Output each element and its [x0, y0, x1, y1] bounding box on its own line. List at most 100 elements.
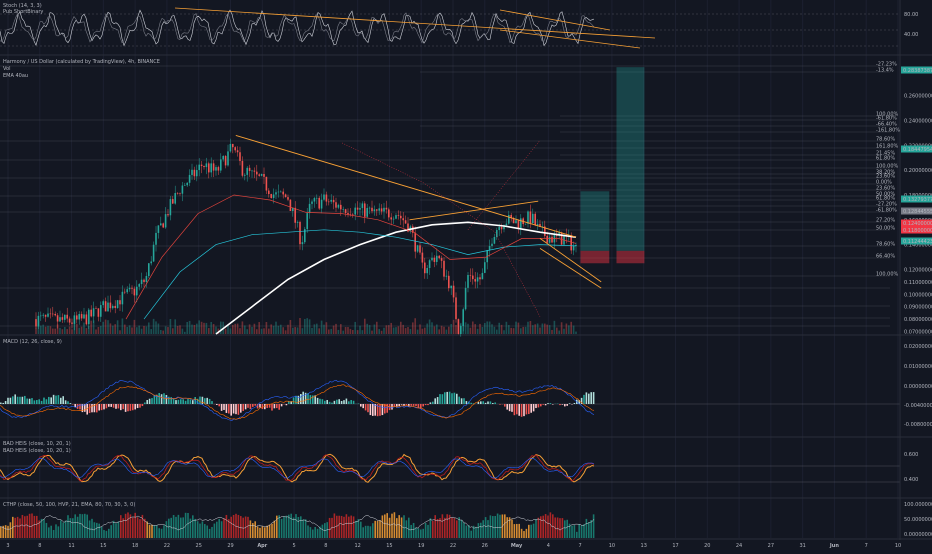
candle-body: [81, 314, 83, 318]
macd-histogram-bar: [418, 404, 420, 408]
cthp-bar: [216, 522, 218, 538]
macd-histogram-bar: [454, 393, 456, 404]
volume-bar: [388, 325, 390, 334]
candle-body: [174, 193, 176, 204]
cthp-bar: [34, 516, 36, 538]
cthp-bar: [252, 523, 254, 538]
candle-body: [215, 167, 217, 170]
volume-bar: [198, 320, 200, 334]
candle-body: [465, 288, 467, 309]
macd-histogram-bar: [154, 395, 156, 404]
macd-histogram-bar: [583, 395, 585, 404]
macd-histogram-bar: [62, 396, 64, 404]
macd-histogram-bar: [370, 404, 372, 415]
macd-histogram-bar: [91, 404, 93, 412]
macd-histogram-bar: [331, 403, 333, 404]
candle-body: [422, 253, 424, 263]
cthp-bar: [65, 521, 67, 538]
macd-histogram-bar: [478, 402, 480, 404]
macd-histogram-bar: [341, 401, 343, 404]
candle-body: [467, 275, 469, 288]
candle-body: [90, 310, 92, 317]
volume-bar: [374, 325, 376, 334]
volume-bar: [297, 327, 299, 334]
macd-histogram-bar: [218, 404, 220, 406]
cthp-bar: [274, 521, 276, 538]
cthp-bar: [588, 522, 590, 538]
cthp-bar: [10, 522, 12, 538]
candle-body: [446, 276, 448, 277]
time-axis-label: 15: [100, 543, 106, 549]
cthp-bar: [278, 515, 280, 538]
volume-bar: [438, 329, 440, 334]
cthp-bar: [58, 526, 60, 538]
cthp-bar: [14, 518, 16, 538]
volume-bar: [237, 324, 239, 334]
candle-body: [208, 163, 210, 172]
fib-level-label: -61.80%: [876, 208, 897, 214]
cthp-bar: [538, 518, 540, 538]
macd-histogram-bar: [442, 394, 444, 404]
cthp-bar: [377, 521, 379, 538]
macd-histogram-bar: [242, 404, 244, 411]
cthp-bar: [516, 524, 518, 538]
candle-body: [273, 194, 275, 198]
volume-bar: [489, 322, 491, 334]
cthp-bar: [389, 518, 391, 538]
volume-bar: [170, 319, 172, 334]
volume-bar: [304, 319, 306, 334]
stoch-axis-label: 40.00: [904, 32, 918, 38]
volume-bar: [155, 321, 157, 334]
cthp-bar: [281, 519, 283, 538]
volume-bar: [328, 330, 330, 334]
volume-bar: [78, 328, 80, 334]
macd-histogram-bar: [446, 392, 448, 404]
volume-bar: [117, 320, 119, 334]
cthp-bar: [127, 512, 129, 538]
cthp-bar: [564, 520, 566, 538]
volume-bar: [50, 326, 52, 334]
volume-bar: [323, 325, 325, 334]
cthp-bar: [437, 519, 439, 538]
cthp-axis-label: 50.00000000: [904, 517, 932, 523]
volume-bar: [352, 330, 354, 334]
cthp-bar: [238, 515, 240, 538]
candle-body: [494, 237, 496, 244]
candle-body: [74, 315, 76, 323]
cthp-bar: [46, 523, 48, 538]
macd-histogram-bar: [326, 400, 328, 404]
macd-histogram-bar: [10, 398, 12, 404]
cthp-bar: [134, 513, 136, 538]
volume-bar: [182, 329, 184, 334]
volume-bar: [470, 328, 472, 334]
volume-bar: [64, 327, 66, 334]
volume-bar: [246, 329, 248, 334]
macd-histogram-bar: [542, 404, 544, 405]
macd-histogram-bar: [144, 403, 146, 404]
macd-histogram-bar: [223, 404, 225, 410]
candle-body: [136, 287, 138, 296]
cthp-bar: [269, 525, 271, 538]
candle-body: [518, 220, 520, 228]
volume-bar: [292, 328, 294, 334]
candle-body: [222, 156, 224, 159]
price-axis-label: 0.09000000: [904, 305, 932, 311]
volume-bar: [40, 326, 42, 334]
cthp-bar: [163, 525, 165, 538]
macd-histogram-bar: [562, 404, 564, 405]
macd-histogram-bar: [336, 400, 338, 404]
candle-body: [158, 225, 160, 233]
candle-body: [455, 297, 457, 319]
candle-body: [477, 277, 479, 281]
time-axis-label: 20: [704, 543, 710, 549]
volume-bar: [88, 326, 90, 334]
macd-histogram-bar: [346, 399, 348, 404]
macd-histogram-bar: [245, 404, 247, 409]
cthp-bar: [511, 519, 513, 538]
candle-body: [309, 204, 311, 213]
cthp-bar: [180, 518, 182, 538]
volume-bar: [534, 324, 536, 334]
volume-bar: [465, 322, 467, 334]
